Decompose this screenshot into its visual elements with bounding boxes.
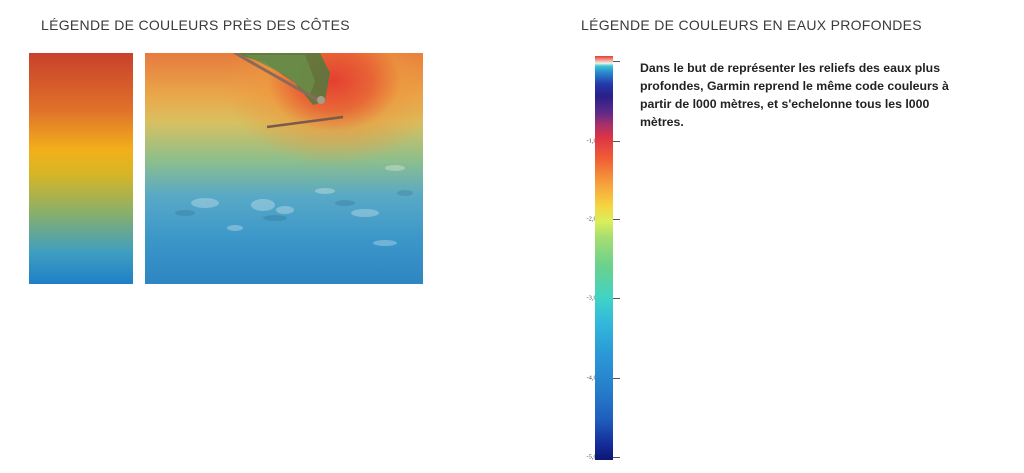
depth-tick-3000 [613,298,620,299]
deep-water-description: Dans le but de représenter les reliefs d… [640,61,949,129]
depth-tick-0 [613,61,620,62]
coastal-depth-map-image [145,53,423,284]
depth-tick-2000 [613,219,620,220]
coastal-legend-heading: LÉGENDE DE COULEURS PRÈS DES CÔTES [41,17,350,33]
depth-tick-1000 [613,141,620,142]
depth-tick-5000 [613,457,620,458]
coastal-color-gradient [29,53,133,284]
deep-water-legend-heading: LÉGENDE DE COULEURS EN EAUX PROFONDES [581,17,922,33]
depth-tick-4000 [613,378,620,379]
deep-water-color-scale [595,56,613,460]
coastline-illustration [175,53,413,246]
